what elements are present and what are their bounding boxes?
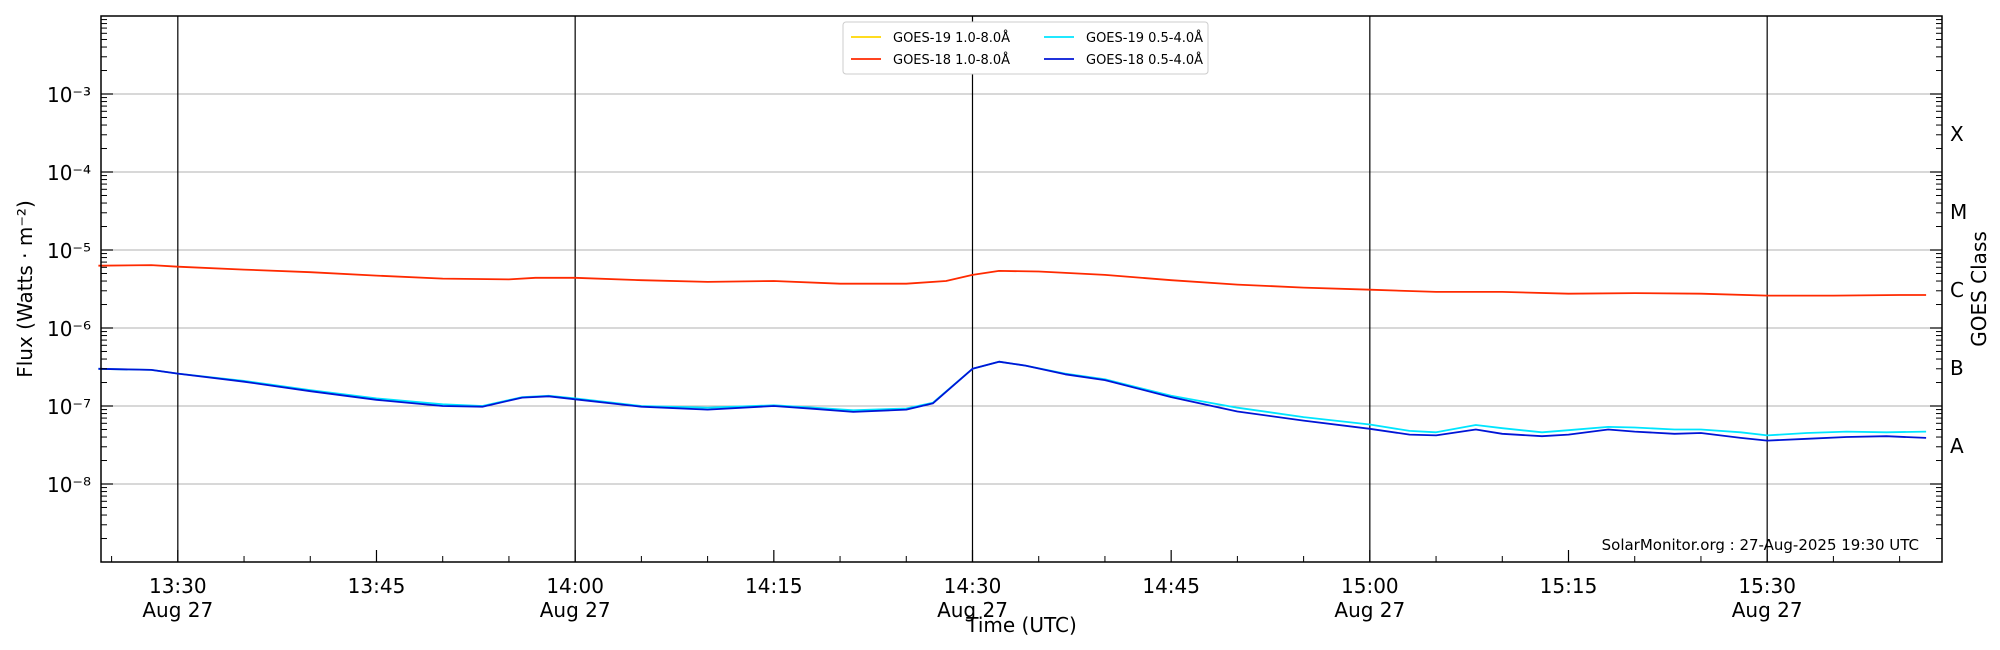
legend-entry-label: GOES-18 1.0-8.0Å (893, 52, 1010, 68)
x-tick-label: 15:15 (1540, 574, 1598, 598)
goes-class-label: C (1950, 278, 1964, 302)
solarmonitor-watermark: SolarMonitor.org : 27-Aug-2025 19:30 UTC (1602, 536, 1919, 554)
x-tick-date-label: Aug 27 (142, 598, 213, 622)
goes-class-label: A (1950, 434, 1964, 458)
series-line (98, 264, 1927, 297)
x-tick-label: 15:30 (1738, 574, 1796, 598)
series-lines (98, 264, 1927, 442)
x-tick-label: 14:00 (546, 574, 604, 598)
goes-class-label: X (1950, 122, 1964, 146)
goes-class-label: M (1950, 200, 1967, 224)
grid-lines (101, 93, 1942, 485)
y-axis-title: Flux (Watts · m⁻²) (13, 200, 37, 378)
goes-class-axis-title: GOES Class (1967, 231, 1991, 347)
x-tick-label: 13:45 (348, 574, 406, 598)
x-tick-label: 14:15 (745, 574, 803, 598)
x-tick-date-label: Aug 27 (1334, 598, 1405, 622)
x-tick-date-label: Aug 27 (540, 598, 611, 622)
legend-entry-label: GOES-18 0.5-4.0Å (1086, 52, 1203, 68)
legend-box (842, 21, 1209, 75)
series-line (98, 360, 1927, 442)
plot-frame (100, 15, 1943, 563)
y-tick-label: 10⁻⁵ (47, 239, 91, 263)
x-tick-label: 14:45 (1142, 574, 1200, 598)
x-tick-date-label: Aug 27 (937, 598, 1008, 622)
legend-entry-label: GOES-19 0.5-4.0Å (1086, 30, 1203, 46)
y-tick-label: 10⁻⁶ (47, 317, 91, 341)
goes-class-label: B (1950, 356, 1964, 380)
x-tick-label: 14:30 (944, 574, 1002, 598)
legend-entry-label: GOES-19 1.0-8.0Å (893, 30, 1010, 46)
axis-ticks (101, 19, 1942, 562)
y-tick-label: 10⁻³ (47, 83, 91, 107)
x-axis-title: Time (UTC) (965, 613, 1077, 637)
y-tick-label: 10⁻⁷ (47, 395, 91, 419)
y-tick-label: 10⁻⁸ (47, 473, 91, 497)
x-tick-date-label: Aug 27 (1732, 598, 1803, 622)
y-tick-label: 10⁻⁴ (47, 161, 91, 185)
x-tick-label: 13:30 (149, 574, 207, 598)
x-tick-label: 15:00 (1341, 574, 1399, 598)
legend: GOES-19 1.0-8.0Å GOES-19 0.5-4.0Å GOES-18 … (842, 21, 1209, 75)
